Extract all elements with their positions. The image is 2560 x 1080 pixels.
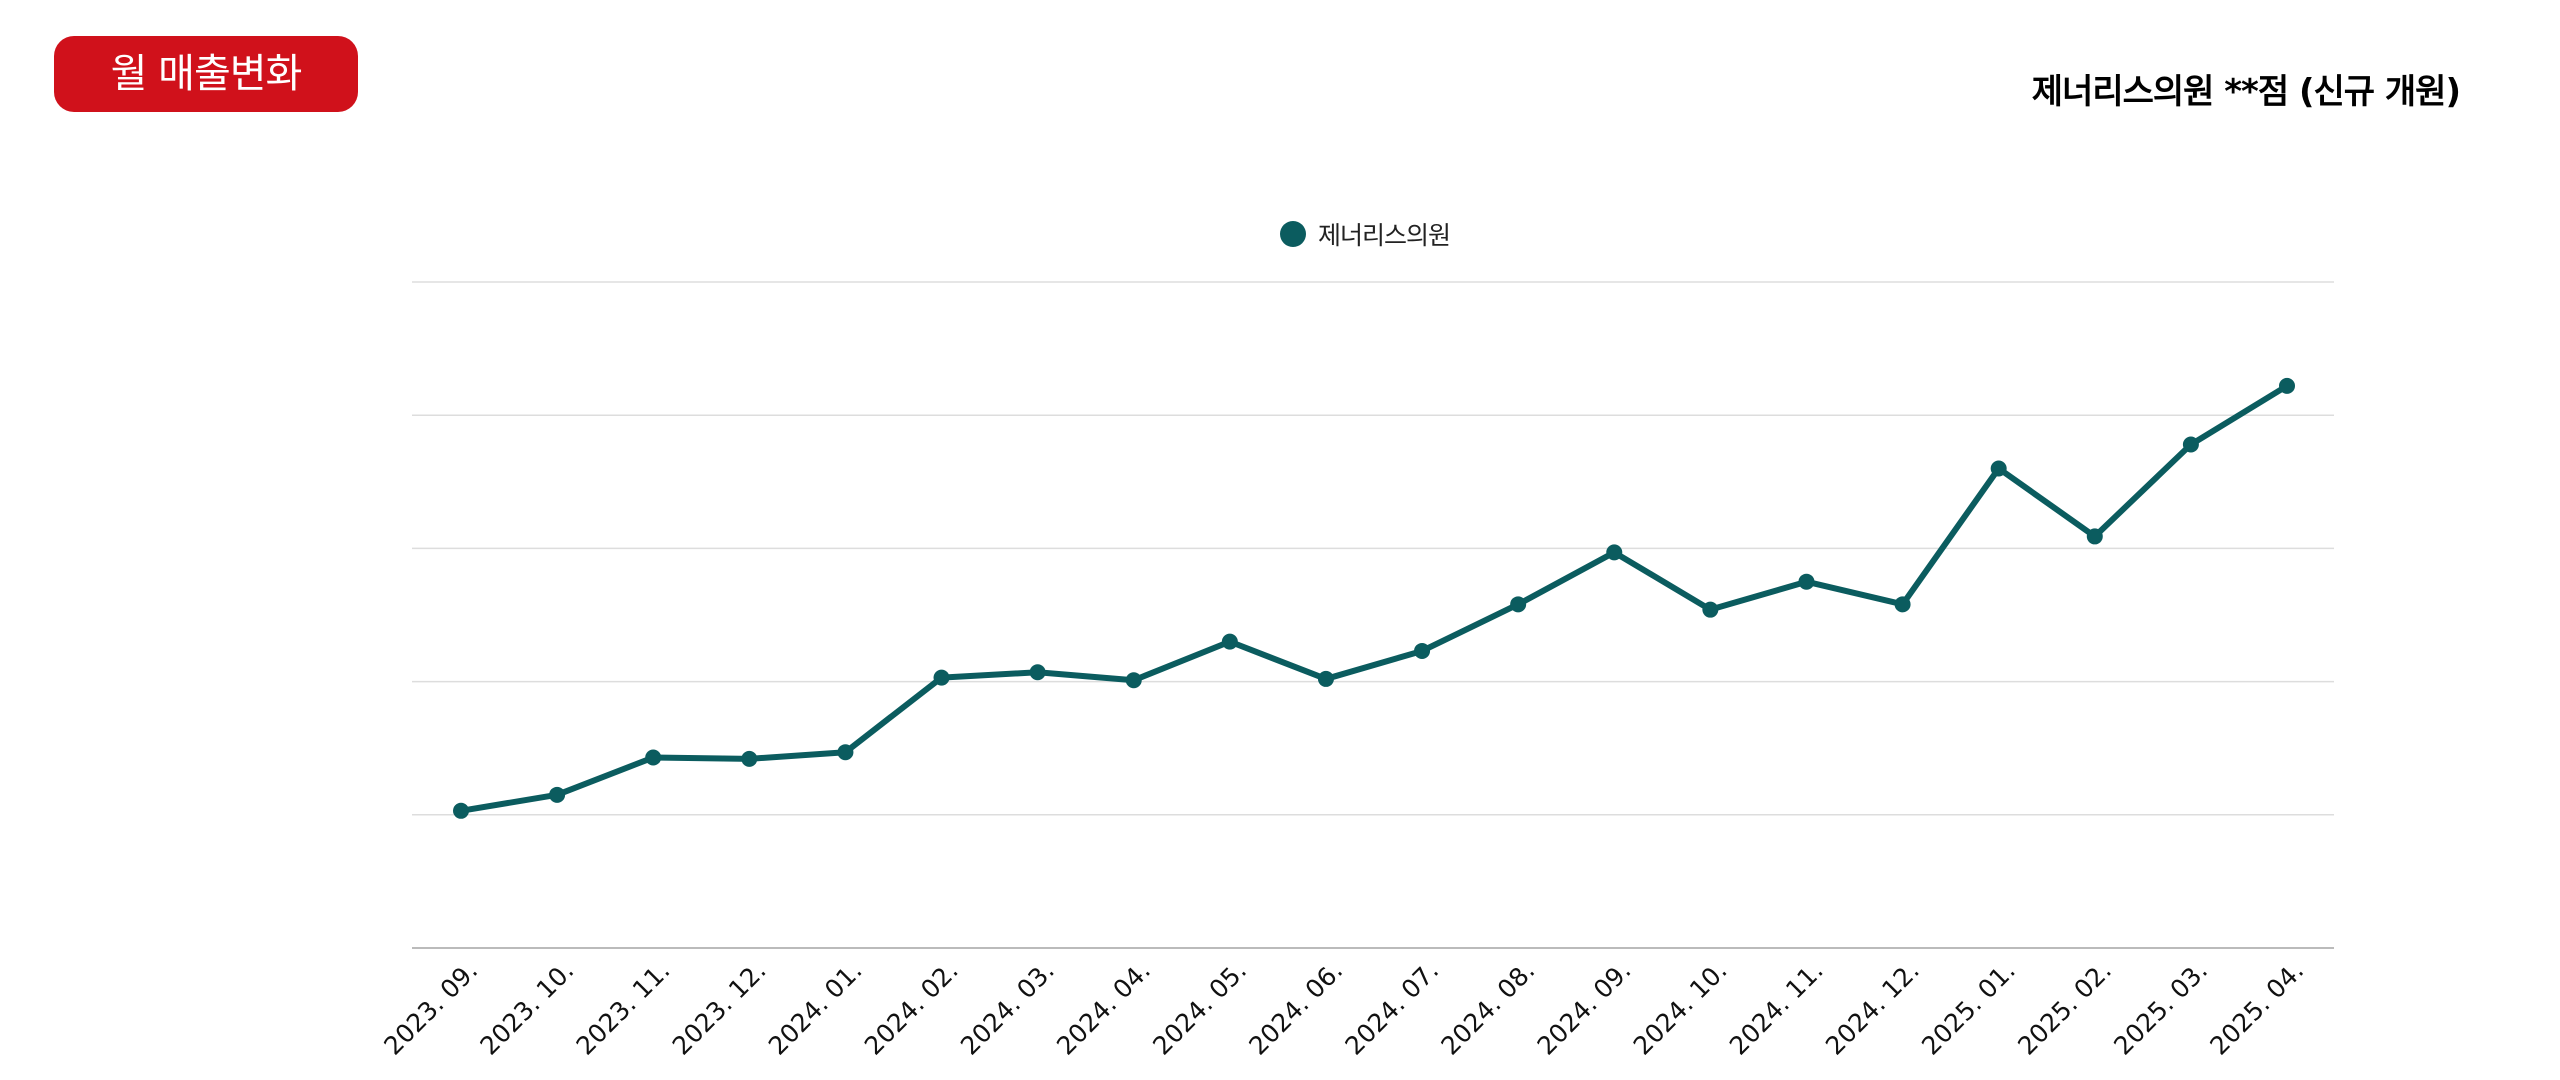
x-tick-label: 2024. 07. bbox=[1339, 956, 1444, 1061]
data-point bbox=[1029, 664, 1046, 681]
x-tick-label: 2023. 11. bbox=[571, 956, 676, 1061]
x-tick-label: 2023. 12. bbox=[667, 956, 772, 1061]
store-title: 제너리스의원 **점 (신규 개원) bbox=[2031, 72, 2461, 112]
data-point bbox=[1414, 642, 1431, 659]
x-tick-label: 2024. 12. bbox=[1820, 956, 1925, 1061]
data-point bbox=[837, 744, 854, 761]
data-point bbox=[1317, 670, 1334, 687]
data-point bbox=[1221, 633, 1238, 650]
x-tick-label: 2023. 10. bbox=[474, 956, 579, 1061]
data-point bbox=[1990, 460, 2007, 477]
data-point bbox=[2279, 377, 2295, 394]
data-point bbox=[741, 750, 758, 767]
data-point bbox=[1894, 596, 1911, 613]
legend-marker-icon bbox=[1280, 221, 1306, 247]
x-tick-label: 2024. 05. bbox=[1147, 956, 1252, 1061]
x-tick-label: 2024. 02. bbox=[859, 956, 964, 1061]
chart-legend: 제너리스의원 bbox=[1280, 216, 1451, 252]
x-tick-label: 2024. 09. bbox=[1532, 956, 1637, 1061]
data-point bbox=[933, 669, 950, 686]
data-point bbox=[2182, 436, 2199, 453]
x-tick-label: 2024. 06. bbox=[1243, 956, 1348, 1061]
data-point bbox=[1798, 573, 1815, 590]
legend-label: 제너리스의원 bbox=[1318, 221, 1451, 250]
x-tick-label: 2025. 04. bbox=[2204, 956, 2309, 1061]
x-tick-label: 2024. 01. bbox=[763, 956, 868, 1061]
data-point bbox=[2086, 528, 2103, 545]
series-line bbox=[458, 382, 2290, 814]
section-badge: 월 매출변화 bbox=[54, 36, 358, 112]
x-tick-label: 2023. 09. bbox=[378, 956, 483, 1061]
data-point bbox=[645, 749, 662, 766]
data-point bbox=[1125, 672, 1142, 689]
data-point bbox=[1702, 601, 1719, 618]
data-point bbox=[453, 802, 469, 819]
data-point bbox=[1606, 544, 1623, 561]
x-tick-label: 2025. 03. bbox=[2108, 956, 2213, 1061]
x-tick-label: 2025. 02. bbox=[2012, 956, 2117, 1061]
x-tick-label: 2024. 03. bbox=[955, 956, 1060, 1061]
x-tick-label: 2024. 08. bbox=[1436, 956, 1541, 1061]
x-tick-label: 2024. 11. bbox=[1724, 956, 1829, 1061]
x-tick-label: 2025. 01. bbox=[1916, 956, 2021, 1061]
data-point bbox=[1510, 596, 1527, 613]
data-point bbox=[549, 786, 566, 803]
x-tick-label: 2024. 04. bbox=[1051, 956, 1156, 1061]
x-tick-label: 2024. 10. bbox=[1628, 956, 1733, 1061]
